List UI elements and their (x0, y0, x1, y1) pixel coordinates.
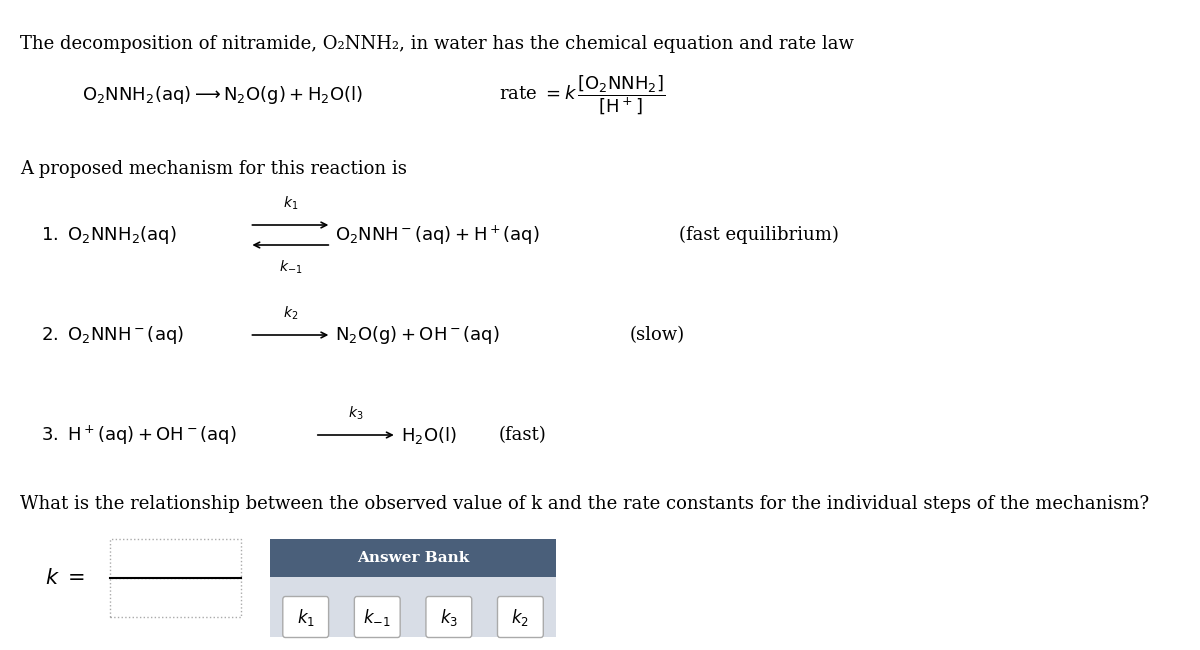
Bar (110, 578, 241, 618)
Text: $\mathrm{O_2NNH_2(aq) \longrightarrow N_2O(g) + H_2O(l)}$: $\mathrm{O_2NNH_2(aq) \longrightarrow N_… (82, 84, 362, 106)
Text: $k_1$: $k_1$ (296, 606, 314, 627)
FancyBboxPatch shape (283, 597, 329, 638)
Text: $\mathrm{N_2O(g) + OH^-(aq)}$: $\mathrm{N_2O(g) + OH^-(aq)}$ (335, 324, 500, 346)
Text: $k_{-1}$: $k_{-1}$ (364, 606, 391, 627)
Text: $\mathrm{3.\ H^+(aq) + OH^-(aq)}$: $\mathrm{3.\ H^+(aq) + OH^-(aq)}$ (41, 423, 236, 447)
Text: (fast): (fast) (499, 426, 547, 444)
Text: $k_1$: $k_1$ (283, 194, 298, 212)
FancyBboxPatch shape (498, 597, 544, 638)
Text: rate $= k\,\dfrac{[\mathrm{O_2NNH_2}]}{[\mathrm{H^+}]}$: rate $= k\,\dfrac{[\mathrm{O_2NNH_2}]}{[… (499, 73, 665, 116)
FancyBboxPatch shape (270, 577, 556, 637)
Text: $\mathrm{2.\ O_2NNH^-(aq)}$: $\mathrm{2.\ O_2NNH^-(aq)}$ (41, 324, 184, 346)
Text: The decomposition of nitramide, O₂NNH₂, in water has the chemical equation and r: The decomposition of nitramide, O₂NNH₂, … (20, 35, 854, 53)
Text: (fast equilibrium): (fast equilibrium) (679, 226, 839, 244)
FancyBboxPatch shape (270, 539, 556, 577)
Text: $\mathrm{O_2NNH^-(aq) + H^+(aq)}$: $\mathrm{O_2NNH^-(aq) + H^+(aq)}$ (335, 224, 540, 246)
Text: $k_3$: $k_3$ (348, 404, 364, 422)
FancyBboxPatch shape (354, 597, 400, 638)
Text: Answer Bank: Answer Bank (356, 551, 469, 565)
Text: $k_{-1}$: $k_{-1}$ (278, 258, 302, 276)
Text: What is the relationship between the observed value of k and the rate constants : What is the relationship between the obs… (20, 495, 1150, 513)
Text: $k_3$: $k_3$ (439, 606, 458, 627)
FancyBboxPatch shape (426, 597, 472, 638)
Text: $k_2$: $k_2$ (511, 606, 529, 627)
Bar (110, 539, 241, 578)
Text: (slow): (slow) (630, 326, 685, 344)
Text: $k\ =$: $k\ =$ (44, 568, 85, 588)
Text: $k_2$: $k_2$ (283, 304, 298, 322)
Text: A proposed mechanism for this reaction is: A proposed mechanism for this reaction i… (20, 160, 407, 178)
Text: $\mathrm{H_2O(l)}$: $\mathrm{H_2O(l)}$ (401, 424, 457, 445)
Text: $\mathrm{1.\ O_2NNH_2(aq)}$: $\mathrm{1.\ O_2NNH_2(aq)}$ (41, 224, 176, 246)
